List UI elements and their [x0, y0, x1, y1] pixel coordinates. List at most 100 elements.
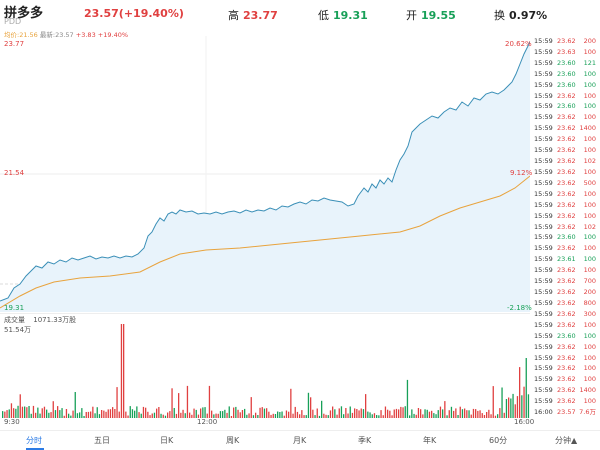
- tick-price: 23.62: [557, 113, 576, 122]
- tab-five-day[interactable]: 五日: [94, 436, 110, 445]
- tick-price: 23.60: [557, 80, 576, 89]
- volume-bar: [180, 412, 182, 418]
- tick-list[interactable]: 15:59 23.62 200 15:59 23.63 100 15:59 23.60 121 1…: [532, 36, 600, 418]
- volume-bar: [116, 387, 118, 418]
- volume-bar: [365, 394, 367, 418]
- volume-bar: [32, 405, 35, 418]
- volume-bar: [96, 407, 98, 418]
- tab-weekly-k[interactable]: 周K: [226, 436, 240, 445]
- high-value: 23.77: [243, 9, 278, 22]
- tab-monthly-k[interactable]: 月K: [293, 436, 307, 445]
- tick-price: 23.60: [557, 331, 576, 340]
- tick-volume: 100: [583, 146, 596, 155]
- volume-bar: [362, 409, 365, 418]
- volume-bar: [437, 410, 439, 418]
- volume-bar: [171, 388, 173, 418]
- volume-bar: [413, 413, 415, 418]
- volume-bar: [10, 403, 13, 418]
- tick-volume: 100: [583, 211, 596, 220]
- tick-price: 23.60: [557, 233, 576, 242]
- volume-bar: [387, 409, 389, 418]
- volume-bar: [70, 415, 72, 418]
- tick-volume: 100: [583, 342, 596, 351]
- tick-time: 15:59: [534, 309, 553, 318]
- volume-bar: [178, 393, 180, 418]
- volume-bar: [68, 413, 70, 418]
- volume-bar: [516, 396, 519, 418]
- tick-time: 15:59: [534, 69, 553, 78]
- volume-bar: [94, 413, 96, 418]
- volume-chart[interactable]: [0, 313, 530, 418]
- volume-bar: [252, 415, 255, 418]
- tab-quarterly-k[interactable]: 季K: [358, 436, 372, 445]
- tick-row: 15:59 23.62 100: [532, 167, 600, 177]
- tick-volume: 1400: [579, 124, 596, 133]
- tick-row: 15:59 23.62 300: [532, 309, 600, 319]
- volume-bar: [318, 415, 321, 418]
- volume-bar: [233, 407, 235, 418]
- volume-bar: [182, 409, 184, 418]
- tick-time: 15:59: [534, 113, 553, 122]
- volume-bar: [208, 385, 211, 418]
- volume-bar: [285, 410, 288, 418]
- tick-time: 15:59: [534, 397, 553, 406]
- volume-bar: [43, 406, 46, 418]
- volume-bar: [85, 412, 87, 418]
- volume-bar: [380, 410, 382, 418]
- volume-bar: [307, 392, 310, 418]
- tick-volume: 121: [583, 58, 596, 67]
- tick-row: 15:59 23.62 100: [532, 265, 600, 275]
- tick-volume: 800: [583, 298, 596, 307]
- tab-daily-k[interactable]: 日K: [160, 436, 174, 445]
- tab-yearly-k[interactable]: 年K: [423, 436, 437, 445]
- tick-volume: 100: [583, 266, 596, 275]
- volume-bar: [411, 409, 413, 418]
- tab-intraday[interactable]: 分时: [26, 436, 42, 445]
- volume-bar: [488, 409, 490, 418]
- tab-minute-dropdown[interactable]: 分钟▲: [555, 436, 578, 445]
- volume-bar: [490, 414, 492, 418]
- time-axis: 9:30 12:00 16:00: [0, 418, 534, 428]
- volume-bar: [90, 411, 92, 418]
- volume-bar: [81, 408, 83, 418]
- tick-price: 23.60: [557, 69, 576, 78]
- tick-price: 23.62: [557, 91, 576, 100]
- tick-price: 23.62: [557, 364, 576, 373]
- volume-bar: [61, 408, 63, 418]
- tick-time: 15:59: [534, 277, 553, 286]
- tick-volume: 100: [583, 375, 596, 384]
- tick-price: 23.62: [557, 135, 576, 144]
- latest-price: 最新:23.57: [39, 31, 74, 39]
- tick-time: 15:59: [534, 47, 553, 56]
- tick-row: 15:59 23.62 800: [532, 298, 600, 308]
- volume-bar: [211, 410, 213, 418]
- intraday-price-chart[interactable]: [0, 36, 530, 312]
- volume-bar: [340, 406, 343, 418]
- volume-bar: [303, 415, 305, 418]
- volume-bar: [105, 411, 107, 418]
- volume-bar: [41, 408, 43, 418]
- volume-title-row: 成交量 1071.33万股: [4, 315, 76, 325]
- tick-volume: 500: [583, 178, 596, 187]
- volume-bar: [505, 399, 508, 418]
- volume-bar: [510, 398, 512, 418]
- high-label: 高: [228, 9, 239, 22]
- volume-bar: [202, 407, 204, 418]
- volume-bar: [72, 410, 74, 418]
- tick-time: 15:59: [534, 222, 553, 231]
- tab-60-minute[interactable]: 60分: [489, 436, 508, 445]
- tick-row: 15:59 23.60 100: [532, 80, 600, 90]
- tick-price: 23.62: [557, 167, 576, 176]
- volume-bar: [336, 414, 338, 418]
- volume-bar: [30, 413, 32, 418]
- tick-price: 23.62: [557, 397, 576, 406]
- tick-volume: 7.6万: [579, 408, 596, 417]
- volume-bar: [503, 412, 505, 418]
- tick-time: 15:59: [534, 189, 553, 198]
- volume-bar: [431, 410, 433, 418]
- tick-row: 15:59 23.62 100: [532, 134, 600, 144]
- volume-bar: [103, 410, 105, 418]
- volume-bar: [382, 415, 384, 418]
- tick-time: 15:59: [534, 266, 553, 275]
- tick-time: 15:59: [534, 211, 553, 220]
